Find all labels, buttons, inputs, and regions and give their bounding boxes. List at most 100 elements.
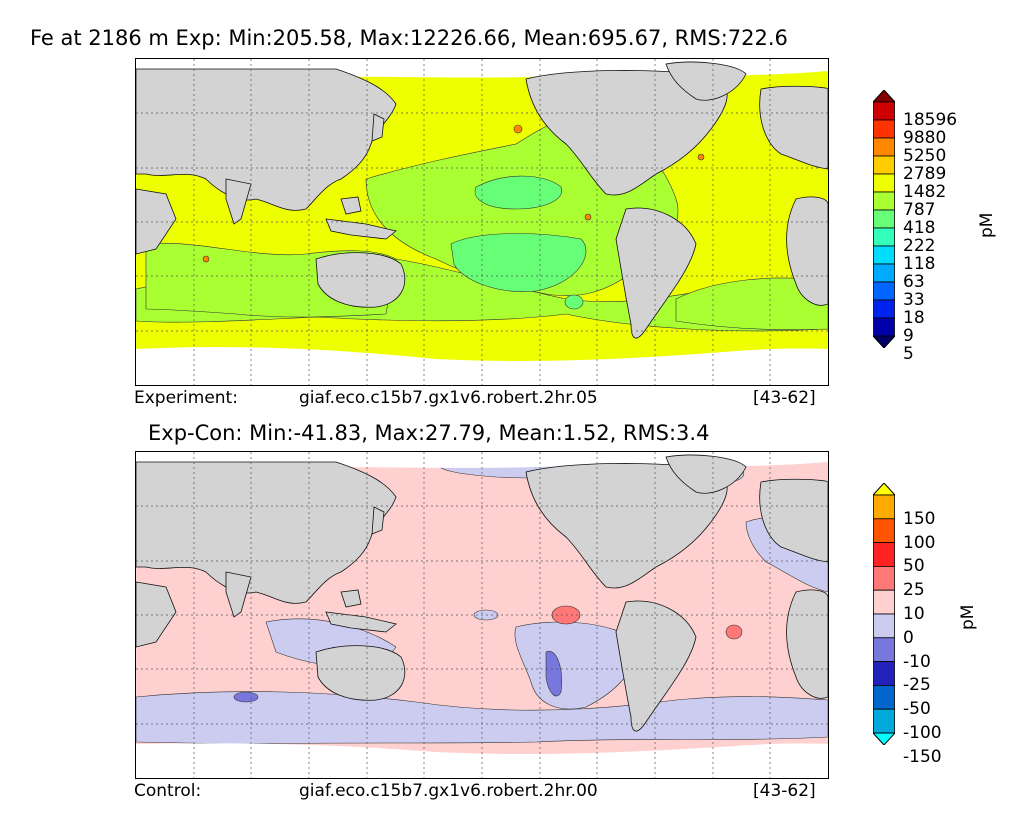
bottom-colorbar-tick-label: -150: [903, 746, 942, 767]
top-land-south-america: [615, 207, 697, 339]
top-colorbar-segment: [873, 173, 895, 193]
top-footer-left: Experiment:: [134, 388, 238, 408]
top-land-group: [136, 61, 828, 339]
bottom-land-asia: [136, 461, 397, 604]
top-land-asia: [136, 68, 397, 211]
top-spot-2: [202, 255, 210, 263]
bottom-map-panel: [135, 451, 829, 779]
top-spot-1: [513, 124, 523, 134]
top-low-patch-small: [564, 294, 584, 310]
bottom-colorbar-tick-label: 50: [903, 556, 925, 577]
bottom-antarctic-missing: [136, 743, 828, 778]
bottom-land-group: [136, 454, 828, 732]
bottom-colorbar-tick-label: 100: [903, 532, 936, 553]
top-gridlines: [136, 59, 828, 385]
bottom-strong-neg: [545, 650, 562, 697]
bottom-colorbar-tick-label: -100: [903, 723, 942, 743]
bottom-footer-left: Control:: [134, 781, 202, 801]
bottom-colorbar: [871, 482, 897, 746]
bottom-map-svg: [136, 452, 828, 778]
top-colorbar-segment: [873, 281, 895, 301]
bottom-colorbar-segment: [873, 566, 895, 591]
top-colorbar-tick-label: 5: [903, 344, 914, 364]
bottom-colorbar-top-arrow: [871, 482, 897, 496]
top-colorbar-tick-label: 5250: [903, 146, 947, 166]
top-spot-3: [584, 213, 592, 221]
top-colorbar-segment: [873, 245, 895, 265]
top-spot-4: [697, 153, 705, 161]
top-colorbar-tick-label: 18: [903, 308, 925, 328]
top-land-india: [225, 178, 252, 225]
top-land-indonesia: [325, 218, 397, 240]
top-colorbar-segment: [873, 101, 895, 121]
bottom-colorbar-tick-label: 25: [903, 580, 925, 601]
bottom-colorbar-segment: [873, 708, 895, 734]
bottom-colorbar-segment: [873, 637, 895, 663]
top-colorbar-segment: [873, 155, 895, 175]
top-colorbar-tick-label: 1482: [903, 182, 947, 202]
bottom-colorbar-segment: [873, 661, 895, 686]
top-land-europe: [759, 85, 828, 170]
bottom-panel-title: Exp-Con: Min:-41.83, Max:27.79, Mean:1.5…: [148, 421, 710, 445]
top-land-greenland: [665, 61, 747, 101]
bottom-footer-right: [43-62]: [753, 781, 816, 801]
top-colorbar-tick-label: 787: [903, 200, 936, 220]
bottom-land-indonesia: [325, 611, 397, 633]
bottom-colorbar-tick-label: -50: [903, 699, 931, 720]
top-footer-center: giaf.eco.c15b7.gx1v6.robert.2hr.05: [299, 388, 598, 408]
bottom-footer-center: giaf.eco.c15b7.gx1v6.robert.2hr.00: [299, 781, 598, 801]
top-low-patch-south: [450, 233, 587, 292]
bottom-colorbar-segment: [873, 542, 895, 567]
top-colorbar-tick-label: 63: [903, 272, 925, 292]
bottom-colorbar-segment: [873, 589, 895, 615]
top-colorbar-svg: [871, 89, 897, 349]
bottom-colorbar-bottom-arrow: [871, 732, 897, 746]
bottom-land-europe: [759, 478, 828, 563]
top-map-panel: [135, 58, 829, 386]
bottom-colorbar-svg: [871, 482, 897, 746]
bottom-land-africa: [786, 589, 828, 699]
top-colorbar-unit: pM: [977, 212, 997, 238]
top-colorbar-segment: [873, 137, 895, 157]
bottom-colorbar-unit: pM: [958, 604, 978, 630]
top-colorbar-segment: [873, 209, 895, 229]
top-land-africa: [786, 196, 828, 306]
bottom-land-borneo: [340, 589, 362, 608]
bottom-colorbar-segment: [873, 684, 895, 710]
top-mid-atlantic: [675, 277, 828, 331]
top-land-australia: [315, 252, 406, 308]
top-colorbar-tick-label: 418: [903, 218, 936, 238]
top-colorbar-segment: [873, 191, 895, 211]
bottom-colorbar-segment: [873, 518, 895, 543]
top-colorbar-tick-label: 33: [903, 290, 925, 310]
bottom-colorbar-segment: [873, 494, 895, 520]
top-colorbar-tick-label: 118: [903, 254, 936, 274]
top-colorbar-tick-label: 9: [903, 326, 914, 346]
bottom-colorbar-tick-label: 0: [903, 627, 914, 648]
bottom-colorbar-segment: [873, 613, 895, 639]
bottom-gridlines: [136, 452, 828, 778]
top-colorbar-segment: [873, 119, 895, 139]
top-footer-right: [43-62]: [753, 388, 816, 408]
bottom-colorbar-tick-label: -25: [903, 675, 931, 696]
bottom-strong-pos-2: [725, 624, 743, 640]
bottom-land-japan: [371, 506, 385, 535]
top-land-africa-left: [136, 188, 177, 255]
bottom-land-south-america: [615, 600, 697, 732]
top-land-borneo: [340, 196, 362, 215]
top-land-japan: [371, 113, 385, 142]
top-colorbar-segment: [873, 317, 895, 337]
bottom-colorbar-tick-label: 10: [903, 604, 925, 624]
top-map-svg: [136, 59, 828, 385]
top-colorbar-segment: [873, 227, 895, 247]
top-colorbar-tick-label: 222: [903, 236, 936, 256]
top-colorbar-bottom-arrow: [871, 335, 897, 349]
top-colorbar-tick-label: 18596: [903, 110, 958, 130]
bottom-neg-pacific: [514, 621, 637, 710]
bottom-land-africa-left: [136, 581, 177, 648]
top-colorbar-top-arrow: [871, 89, 897, 103]
bottom-colorbar-tick-label: 150: [903, 508, 936, 529]
top-colorbar-segment: [873, 299, 895, 319]
top-colorbar-tick-label: 2789: [903, 164, 947, 184]
top-panel-title: Fe at 2186 m Exp: Min:205.58, Max:12226.…: [30, 26, 788, 50]
